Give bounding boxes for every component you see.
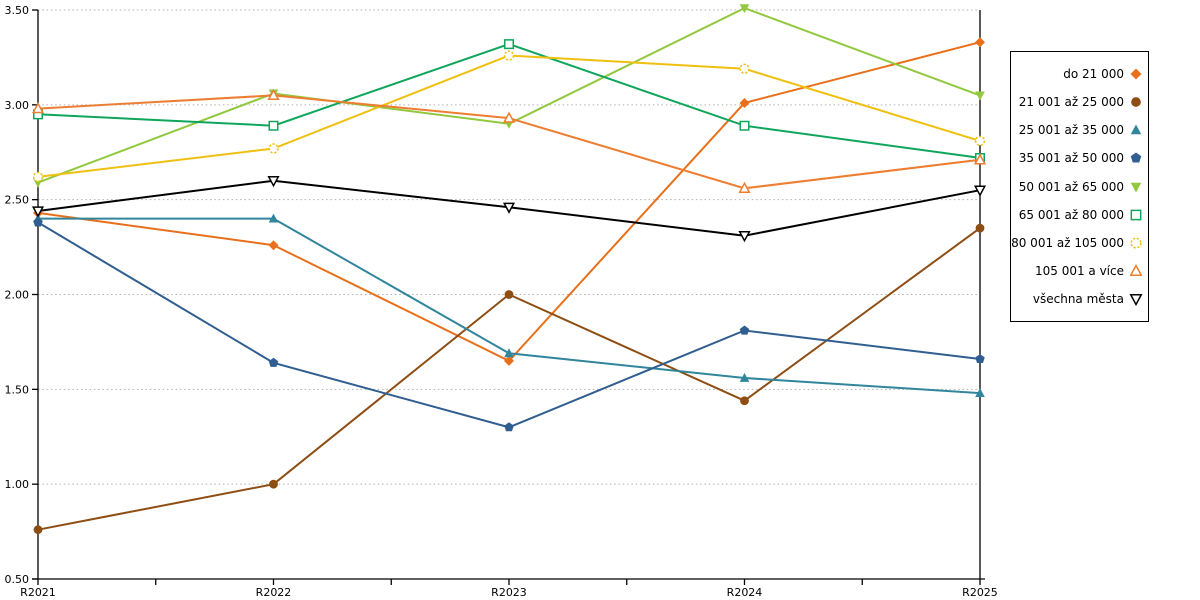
y-tick-label: 2.00 (5, 289, 30, 302)
circle-legend-icon (1131, 97, 1141, 107)
data-point-marker (268, 120, 279, 131)
legend-item: všechna města (1015, 285, 1143, 313)
data-point-marker (739, 372, 750, 382)
legend-item: do 21 000 (1015, 60, 1143, 88)
series-1 (33, 37, 985, 366)
triangle-down-legend-icon (1129, 294, 1143, 307)
data-point-marker (973, 185, 987, 197)
circle-dashed-legend-icon (1130, 237, 1142, 249)
series-7 (32, 50, 986, 183)
series-line (37, 94, 981, 190)
legend-item: 21 001 až 25 000 (1015, 88, 1143, 116)
legend-item-label: 50 001 až 65 000 (1018, 179, 1124, 194)
series-9 (31, 176, 987, 243)
data-point-marker (739, 97, 750, 108)
series-line (37, 41, 981, 363)
data-point-marker (504, 355, 514, 366)
data-point-marker (504, 39, 514, 50)
data-point-marker (31, 206, 45, 218)
y-tick-label: 3.50 (5, 4, 30, 17)
legend-item: 50 001 až 65 000 (1015, 172, 1143, 200)
data-point-marker (502, 111, 516, 123)
series-4 (33, 217, 985, 432)
legend-item-label: 35 001 až 50 000 (1018, 151, 1124, 166)
data-point-marker (267, 88, 280, 100)
legend-item-label: 21 001 až 25 000 (1018, 94, 1124, 109)
data-point-marker (975, 223, 985, 233)
data-point-marker (33, 217, 43, 227)
x-tick-label: R2022 (256, 586, 292, 599)
legend-item: 25 001 až 35 000 (1015, 116, 1143, 144)
data-point-marker (975, 353, 985, 364)
legend-item-label: všechna města (1032, 292, 1124, 307)
data-point-marker (267, 176, 280, 188)
x-tick-label: R2024 (727, 586, 763, 599)
data-point-marker (502, 202, 516, 214)
data-point-marker (975, 91, 985, 101)
legend-item-label: 80 001 až 105 000 (1011, 235, 1124, 250)
legend-item-label: 65 001 až 80 000 (1018, 207, 1124, 222)
data-point-marker (973, 153, 987, 165)
series-line (37, 221, 981, 429)
data-point-marker (738, 231, 751, 243)
y-tick-label: 1.50 (5, 383, 30, 396)
data-point-marker (268, 240, 279, 251)
pentagon-legend-icon (1130, 152, 1142, 163)
data-point-marker (504, 422, 514, 432)
data-point-marker (739, 120, 750, 131)
y-tick-label: 3.00 (5, 99, 30, 112)
legend-item-label: 105 001 a více (1034, 264, 1124, 279)
triangle-up-legend-icon (1129, 264, 1143, 277)
data-point-marker (739, 63, 750, 74)
y-tick-label: 2.50 (5, 194, 30, 207)
data-point-marker (739, 325, 750, 335)
data-point-marker (268, 143, 279, 154)
legend-item: 35 001 až 50 000 (1015, 144, 1143, 172)
square-legend-icon (1130, 209, 1142, 221)
x-tick-label: R2025 (962, 586, 998, 599)
data-point-marker (974, 135, 986, 147)
data-point-marker (504, 290, 514, 299)
data-point-marker (31, 102, 45, 114)
data-point-marker (269, 479, 278, 489)
x-tick-label: R2023 (491, 586, 527, 599)
data-point-marker (975, 37, 985, 48)
data-point-marker (739, 4, 750, 14)
legend-item: 65 001 až 80 000 (1015, 201, 1143, 229)
data-point-marker (268, 213, 279, 223)
data-point-marker (33, 525, 43, 535)
series-2 (33, 223, 985, 535)
legend-item: 80 001 až 105 000 (1011, 229, 1143, 257)
data-point-marker (975, 388, 985, 398)
x-tick-label: R2021 (20, 586, 56, 599)
triangle-down-legend-icon (1130, 182, 1142, 192)
data-point-marker (738, 181, 751, 193)
triangle-up-legend-icon (1130, 124, 1142, 135)
legend-item: 105 001 a více (1015, 257, 1143, 285)
data-point-marker (32, 171, 44, 183)
diamond-legend-icon (1130, 68, 1142, 80)
series-line (37, 7, 981, 184)
data-point-marker (740, 396, 749, 406)
chart-legend: do 21 000 21 001 až 25 000 25 001 až 35 00… (1010, 51, 1149, 322)
legend-item-label: 25 001 až 35 000 (1018, 123, 1124, 138)
data-point-marker (503, 50, 515, 61)
y-tick-label: 1.00 (5, 478, 30, 491)
data-point-marker (504, 348, 514, 358)
y-tick-label: 0.50 (5, 573, 30, 586)
series-8 (31, 88, 987, 193)
legend-item-label: do 21 000 (1063, 66, 1124, 81)
data-point-marker (268, 357, 279, 367)
